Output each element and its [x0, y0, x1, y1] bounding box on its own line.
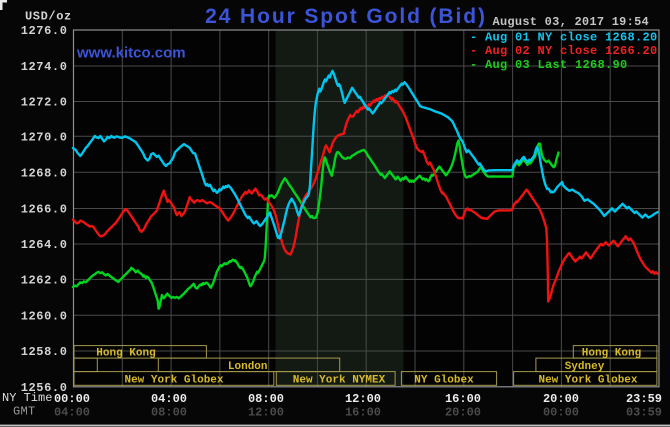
svg-text:16:00: 16:00	[345, 406, 381, 420]
svg-text:NY Globex: NY Globex	[414, 374, 474, 386]
svg-text:12:00: 12:00	[248, 406, 284, 420]
svg-text:1260.0: 1260.0	[21, 309, 68, 323]
svg-text:GMT: GMT	[13, 405, 36, 419]
svg-text:04:00: 04:00	[151, 392, 187, 406]
svg-text:NY Time: NY Time	[2, 391, 52, 405]
svg-text:20:00: 20:00	[445, 406, 481, 420]
svg-text:- Aug 02 NY close 1266.20: - Aug 02 NY close 1266.20	[470, 44, 658, 58]
svg-text:20:00: 20:00	[543, 392, 579, 406]
svg-text:23:59: 23:59	[626, 392, 662, 406]
svg-text:Hong Kong: Hong Kong	[582, 347, 641, 359]
svg-text:12:00: 12:00	[345, 392, 381, 406]
svg-text:1264.0: 1264.0	[21, 238, 68, 252]
svg-text:1276.0: 1276.0	[21, 24, 68, 38]
svg-text:August 03, 2017 19:54: August 03, 2017 19:54	[493, 15, 649, 29]
svg-text:1266.0: 1266.0	[21, 203, 68, 217]
svg-text:New York Globex: New York Globex	[538, 374, 637, 386]
svg-text:1258.0: 1258.0	[21, 345, 68, 359]
svg-text:USD/oz: USD/oz	[25, 10, 72, 24]
svg-text:New York Globex: New York Globex	[124, 374, 223, 386]
svg-text:www.kitco.com: www.kitco.com	[76, 45, 186, 62]
svg-text:- Aug 01 NY close 1268.20: - Aug 01 NY close 1268.20	[470, 30, 658, 44]
svg-text:00:00: 00:00	[543, 406, 579, 420]
svg-text:Hong Kong: Hong Kong	[96, 347, 155, 359]
svg-text:04:00: 04:00	[54, 406, 90, 420]
svg-text:08:00: 08:00	[151, 406, 187, 420]
svg-text:1262.0: 1262.0	[21, 274, 68, 288]
svg-text:1256.0: 1256.0	[21, 381, 68, 395]
svg-text:16:00: 16:00	[445, 392, 481, 406]
svg-text:1268.0: 1268.0	[21, 167, 68, 181]
svg-text:03:59: 03:59	[626, 406, 662, 420]
svg-text:1272.0: 1272.0	[21, 96, 68, 110]
svg-text:1270.0: 1270.0	[21, 130, 68, 144]
svg-text:00:00: 00:00	[54, 392, 90, 406]
svg-text:London: London	[228, 361, 268, 373]
svg-text:- Aug 03 Last 1268.90: - Aug 03 Last 1268.90	[470, 58, 628, 72]
svg-text:Sydney: Sydney	[565, 361, 605, 373]
svg-text:1274.0: 1274.0	[21, 60, 68, 74]
svg-text:08:00: 08:00	[248, 392, 284, 406]
svg-text:New York NYMEX: New York NYMEX	[293, 374, 386, 386]
svg-text:24 Hour Spot Gold (Bid): 24 Hour Spot Gold (Bid)	[205, 5, 487, 28]
